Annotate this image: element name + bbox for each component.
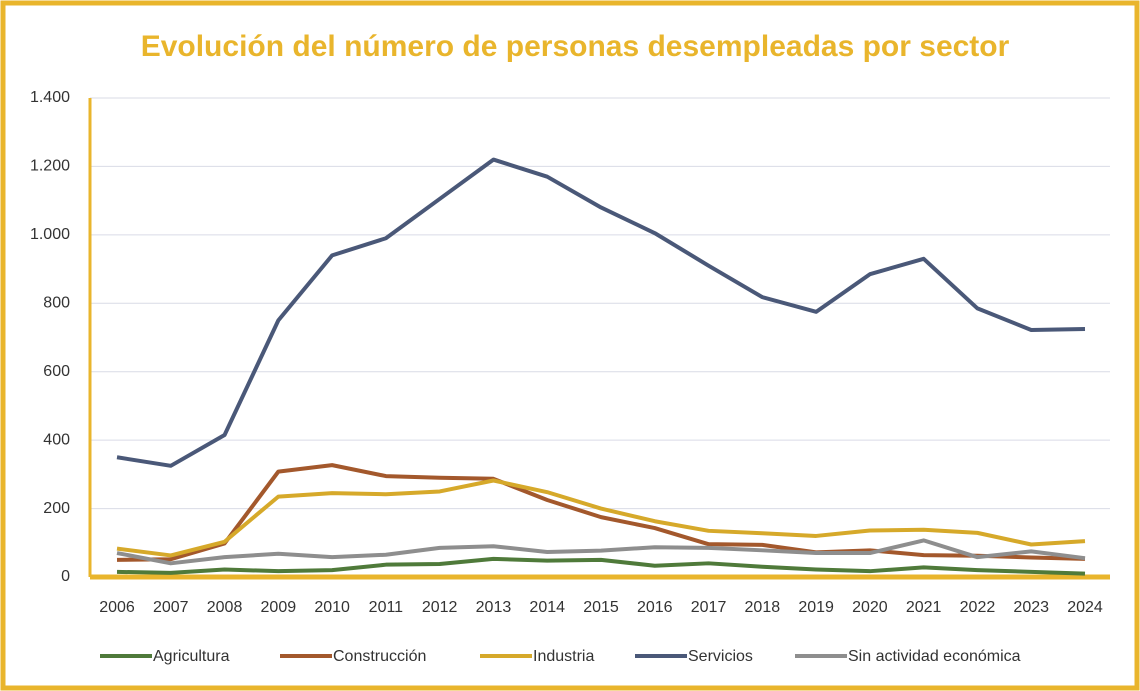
x-tick-label: 2017	[691, 599, 727, 616]
x-tick-label: 2022	[960, 599, 996, 616]
legend-label: Agricultura	[153, 648, 230, 665]
y-tick-label: 1.200	[30, 158, 70, 175]
x-tick-label: 2011	[369, 599, 404, 616]
y-tick-label: 800	[43, 295, 70, 312]
y-tick-label: 400	[43, 431, 70, 448]
legend-label: Servicios	[688, 648, 753, 665]
legend-label: Sin actividad económica	[848, 648, 1021, 665]
y-tick-label: 600	[43, 363, 70, 380]
series-line	[116, 157, 1086, 468]
x-tick-label: 2013	[476, 599, 512, 616]
y-tick-label: 0	[61, 568, 70, 585]
x-tick-label: 2024	[1067, 599, 1103, 616]
x-tick-label: 2018	[745, 599, 781, 616]
series-line	[116, 538, 1086, 566]
series-line	[116, 478, 1086, 558]
y-tick-label: 1.400	[30, 89, 70, 106]
y-tick-label: 200	[43, 500, 70, 517]
x-tick-label: 2008	[207, 599, 243, 616]
x-tick-label: 2023	[1013, 599, 1049, 616]
x-tick-label: 2010	[314, 599, 350, 616]
x-tick-label: 2015	[583, 599, 619, 616]
series-line	[116, 556, 1086, 576]
x-tick-label: 2021	[906, 599, 942, 616]
x-tick-label: 2007	[153, 599, 189, 616]
x-tick-label: 2009	[261, 599, 297, 616]
x-tick-label: 2019	[798, 599, 834, 616]
x-tick-label: 2016	[637, 599, 673, 616]
legend-label: Construcción	[333, 648, 426, 665]
x-tick-label: 2020	[852, 599, 888, 616]
y-tick-label: 1.000	[30, 226, 70, 243]
chart-title: Evolución del número de personas desempl…	[141, 30, 1010, 63]
x-tick-label: 2012	[422, 599, 458, 616]
series-line	[116, 463, 1086, 562]
x-tick-label: 2014	[529, 599, 565, 616]
legend-label: Industria	[533, 648, 594, 665]
x-tick-label: 2006	[99, 599, 135, 616]
